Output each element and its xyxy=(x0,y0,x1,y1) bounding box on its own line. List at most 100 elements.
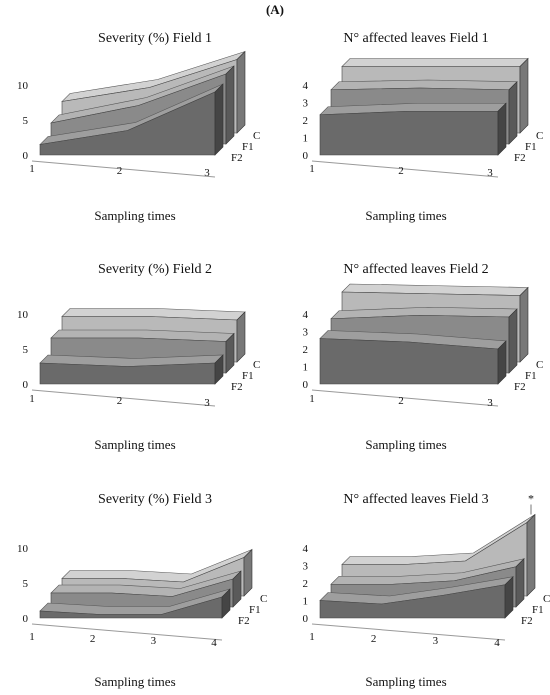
x-axis-line xyxy=(31,160,216,178)
x-tick-label: 1 xyxy=(309,393,315,405)
series-end-C xyxy=(519,286,529,363)
figure-label: (A) xyxy=(265,2,285,17)
x-tick-label: 3 xyxy=(433,635,439,647)
y-tick-label: 0 xyxy=(303,613,309,625)
x-axis-title: Sampling times xyxy=(94,674,175,689)
x-tick-label: 1 xyxy=(29,393,35,405)
series-end-C xyxy=(243,548,253,597)
y-tick-label: 2 xyxy=(303,115,309,127)
y-tick-label: 0 xyxy=(303,379,309,391)
x-tick-label: 1 xyxy=(309,163,315,175)
y-tick-label: 0 xyxy=(23,613,29,625)
x-tick-label: 3 xyxy=(151,635,157,647)
x-axis-line xyxy=(31,389,216,407)
series-area-F2 xyxy=(39,91,216,156)
x-axis-title: Sampling times xyxy=(365,674,446,689)
y-tick-label: 4 xyxy=(303,80,309,92)
x-tick-label: 2 xyxy=(398,165,404,177)
y-tick-label: 4 xyxy=(303,309,309,321)
chart-title: N° affected leaves Field 2 xyxy=(343,262,488,277)
x-tick-label: 1 xyxy=(309,631,315,643)
series-area-F2 xyxy=(319,338,499,385)
x-axis-line xyxy=(311,389,499,407)
series-end-F1 xyxy=(508,81,518,145)
y-tick-label: 4 xyxy=(303,543,309,555)
y-tick-label: 0 xyxy=(23,379,29,391)
x-axis-line xyxy=(311,160,499,178)
series-label-C: C xyxy=(543,593,550,605)
series-label-C: C xyxy=(253,130,260,142)
x-axis-line xyxy=(311,623,506,641)
y-tick-label: 1 xyxy=(303,133,309,145)
series-end-F1 xyxy=(508,308,518,374)
series-area-F2 xyxy=(39,362,216,385)
series-end-F1 xyxy=(232,570,242,608)
series-label-C: C xyxy=(260,593,267,605)
series-end-F2 xyxy=(214,83,224,156)
x-axis-title: Sampling times xyxy=(365,437,446,452)
x-tick-label: 1 xyxy=(29,163,35,175)
x-tick-label: 2 xyxy=(117,395,123,407)
x-tick-label: 3 xyxy=(204,167,210,179)
significance-marker: * xyxy=(528,492,534,506)
series-end-F1 xyxy=(225,65,235,145)
series-label-F2: F2 xyxy=(238,615,250,627)
series-end-C xyxy=(236,50,246,134)
series-end-F2 xyxy=(221,588,231,619)
series-label-F2: F2 xyxy=(521,615,533,627)
y-tick-label: 0 xyxy=(303,150,309,162)
x-tick-label: 3 xyxy=(487,167,493,179)
x-axis-line xyxy=(31,623,223,641)
x-tick-label: 2 xyxy=(90,633,96,645)
y-tick-label: 0 xyxy=(23,150,29,162)
x-tick-label: 2 xyxy=(117,165,123,177)
y-tick-label: 10 xyxy=(17,80,29,92)
x-tick-label: 3 xyxy=(487,397,493,409)
x-tick-label: 4 xyxy=(211,637,217,649)
series-label-F2: F2 xyxy=(231,152,243,164)
x-tick-label: 4 xyxy=(494,637,500,649)
series-label-C: C xyxy=(253,359,260,371)
y-tick-label: 5 xyxy=(23,578,29,590)
series-end-F2 xyxy=(497,102,507,156)
y-tick-label: 1 xyxy=(303,596,309,608)
y-tick-label: 1 xyxy=(303,362,309,374)
series-label-F1: F1 xyxy=(242,370,254,382)
series-end-F2 xyxy=(214,354,224,385)
series-label-F2: F2 xyxy=(514,381,526,393)
series-end-F2 xyxy=(497,340,507,385)
series-top-C xyxy=(341,58,529,67)
y-tick-label: 2 xyxy=(303,344,309,356)
chart-title: N° affected leaves Field 3 xyxy=(343,492,488,507)
series-end-F2 xyxy=(504,576,514,619)
series-end-F1 xyxy=(515,558,525,608)
y-tick-label: 3 xyxy=(303,327,309,339)
series-end-C xyxy=(236,311,246,363)
y-tick-label: 3 xyxy=(303,561,309,573)
x-tick-label: 2 xyxy=(398,395,404,407)
y-tick-label: 2 xyxy=(303,578,309,590)
x-tick-label: 3 xyxy=(204,397,210,409)
y-tick-label: 3 xyxy=(303,98,309,110)
chart-title: Severity (%) Field 2 xyxy=(98,262,212,277)
series-end-C xyxy=(519,57,529,134)
series-label-F1: F1 xyxy=(525,370,537,382)
x-axis-title: Sampling times xyxy=(94,437,175,452)
x-axis-title: Sampling times xyxy=(365,208,446,223)
y-tick-label: 10 xyxy=(17,309,29,321)
series-label-F1: F1 xyxy=(249,604,261,616)
y-tick-label: 5 xyxy=(23,344,29,356)
series-label-F2: F2 xyxy=(514,152,526,164)
x-axis-title: Sampling times xyxy=(94,208,175,223)
y-tick-label: 10 xyxy=(17,543,29,555)
y-tick-label: 5 xyxy=(23,115,29,127)
x-tick-label: 1 xyxy=(29,631,35,643)
x-tick-label: 2 xyxy=(371,633,377,645)
